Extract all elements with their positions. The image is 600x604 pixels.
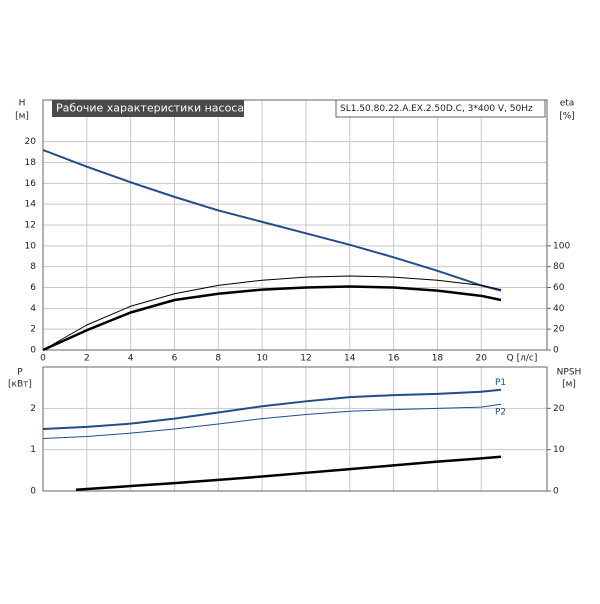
curve	[42, 285, 502, 352]
y-tick-label: 2	[30, 404, 36, 414]
y-tick-label: 18	[25, 158, 37, 168]
y-tick-label: 14	[25, 200, 37, 210]
y-tick-label: 1	[30, 445, 36, 455]
y2-tick-label: 20	[553, 325, 565, 335]
x-tick-label: 6	[172, 354, 178, 364]
y-tick-label: 8	[30, 262, 36, 272]
y-tick-label: 10	[25, 241, 37, 251]
y-label: H	[19, 99, 26, 109]
y2-tick-label: 10	[553, 445, 565, 455]
y-tick-label: 20	[25, 137, 37, 147]
x-tick-label: 18	[432, 354, 444, 364]
y-tick-label: 0	[30, 346, 36, 356]
x-tick-label: 12	[300, 354, 311, 364]
y2-tick-label: 0	[553, 487, 559, 497]
curve	[42, 275, 502, 351]
top-frame	[42, 99, 548, 351]
y2-label: eta	[560, 99, 575, 109]
y2-tick-label: 80	[553, 262, 565, 272]
y-unit: [м]	[15, 112, 29, 122]
y2-tick-label: 0	[553, 346, 559, 356]
y-tick-label: 6	[30, 283, 36, 293]
curve	[75, 455, 502, 492]
series-label: P2	[495, 408, 506, 418]
y2-tick-label: 20	[553, 404, 565, 414]
y-tick-label: 4	[30, 304, 36, 314]
x-tick-label: 10	[256, 354, 268, 364]
x-tick-label: 8	[215, 354, 221, 364]
y2-tick-label: 40	[553, 304, 565, 314]
x-tick-label: 16	[388, 354, 400, 364]
y-tick-label: 0	[30, 487, 36, 497]
y-unit: [кВт]	[8, 380, 32, 390]
chart-title: Рабочие характеристики насоса	[56, 102, 244, 115]
y-label: P	[17, 368, 23, 378]
x-tick-label: 14	[344, 354, 356, 364]
x-tick-label: 20	[476, 354, 488, 364]
y2-tick-label: 100	[553, 241, 570, 251]
y-tick-label: 16	[25, 179, 37, 189]
title-box	[52, 100, 244, 117]
y-tick-label: 2	[30, 325, 36, 335]
curve	[42, 149, 502, 292]
chart-subtitle: SL1.50.80.22.A.EX.2.50D.C, 3*400 V, 50Hz	[340, 104, 533, 114]
x-tick-label: 4	[128, 354, 134, 364]
y2-tick-label: 60	[553, 283, 565, 293]
series-label: P1	[495, 378, 506, 388]
subtitle-box	[335, 99, 546, 118]
y-tick-label: 12	[25, 221, 36, 231]
y2-label: NPSH	[557, 368, 582, 378]
curve	[42, 403, 502, 440]
x-label: Q [л/с]	[507, 354, 538, 364]
y2-unit: [%]	[559, 112, 575, 122]
curve	[42, 388, 502, 430]
bottom-frame	[42, 366, 548, 492]
x-tick-label: 2	[84, 354, 90, 364]
x-tick-label: 0	[40, 354, 46, 364]
y2-unit: [м]	[562, 380, 576, 390]
